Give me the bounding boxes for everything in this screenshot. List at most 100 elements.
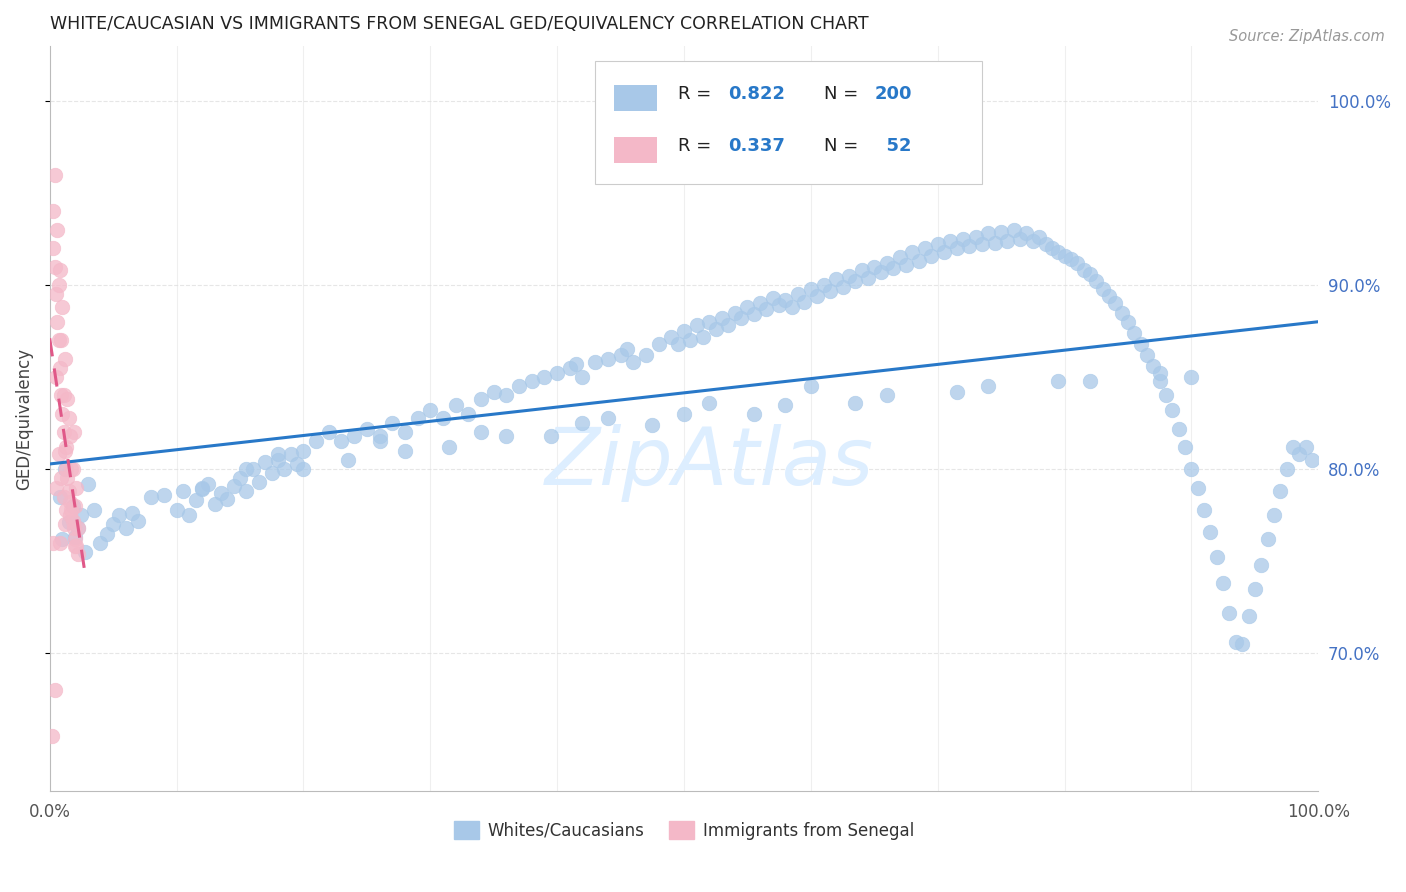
Point	[53, 517, 76, 532]
Point	[856, 270, 879, 285]
Point	[356, 421, 378, 435]
Point	[679, 333, 702, 347]
Point	[267, 453, 290, 467]
Text: N =: N =	[824, 85, 863, 103]
Point	[876, 256, 898, 270]
Point	[65, 540, 87, 554]
Point	[172, 484, 194, 499]
Point	[894, 258, 917, 272]
Point	[457, 407, 479, 421]
Point	[45, 287, 67, 301]
Point	[1282, 440, 1305, 454]
Point	[1161, 403, 1184, 417]
Point	[1288, 447, 1310, 461]
Point	[621, 355, 644, 369]
Point	[48, 278, 70, 293]
Point	[952, 232, 974, 246]
Point	[62, 499, 84, 513]
Point	[711, 311, 734, 326]
Point	[907, 254, 929, 268]
Point	[596, 410, 619, 425]
Point	[730, 311, 752, 326]
Point	[470, 392, 492, 406]
Point	[851, 263, 873, 277]
Point	[394, 425, 416, 440]
Point	[583, 355, 606, 369]
Point	[59, 429, 82, 443]
Point	[48, 447, 70, 461]
Point	[482, 384, 505, 399]
Point	[254, 455, 277, 469]
Point	[419, 403, 441, 417]
Point	[58, 516, 80, 530]
Point	[1104, 296, 1126, 310]
Point	[1078, 374, 1101, 388]
Point	[222, 478, 245, 492]
Point	[76, 476, 98, 491]
Point	[1295, 440, 1317, 454]
Point	[1040, 241, 1063, 255]
Point	[166, 502, 188, 516]
Point	[41, 729, 63, 743]
Point	[66, 521, 89, 535]
Point	[70, 508, 93, 522]
Point	[51, 407, 73, 421]
Point	[53, 462, 76, 476]
Point	[571, 370, 593, 384]
Point	[444, 398, 467, 412]
Point	[49, 360, 72, 375]
Point	[699, 315, 721, 329]
Point	[62, 462, 84, 476]
Point	[1237, 609, 1260, 624]
Point	[508, 379, 530, 393]
Point	[1225, 635, 1247, 649]
Point	[65, 481, 87, 495]
Text: Source: ZipAtlas.com: Source: ZipAtlas.com	[1229, 29, 1385, 44]
Point	[46, 223, 69, 237]
Point	[1263, 508, 1285, 522]
Point	[672, 324, 695, 338]
Point	[96, 526, 118, 541]
Point	[51, 300, 73, 314]
Legend: Whites/Caucasians, Immigrants from Senegal: Whites/Caucasians, Immigrants from Seneg…	[447, 814, 921, 847]
Point	[889, 251, 911, 265]
Point	[997, 234, 1019, 248]
Point	[882, 261, 904, 276]
FancyBboxPatch shape	[595, 61, 983, 184]
Point	[1301, 453, 1323, 467]
Point	[565, 357, 588, 371]
Point	[1257, 532, 1279, 546]
Point	[901, 244, 924, 259]
Point	[932, 244, 955, 259]
Point	[1149, 367, 1171, 381]
Point	[127, 514, 149, 528]
Point	[775, 293, 797, 307]
Point	[672, 407, 695, 421]
Point	[876, 388, 898, 402]
Point	[432, 410, 454, 425]
Y-axis label: GED/Equivalency: GED/Equivalency	[15, 347, 32, 490]
Point	[1047, 374, 1070, 388]
Point	[768, 298, 790, 312]
Point	[1028, 230, 1050, 244]
Point	[641, 417, 664, 432]
Point	[381, 416, 404, 430]
Point	[273, 462, 295, 476]
Point	[406, 410, 429, 425]
Point	[114, 521, 136, 535]
Point	[571, 416, 593, 430]
Point	[749, 296, 772, 310]
Point	[800, 379, 823, 393]
Point	[56, 392, 79, 406]
Point	[52, 425, 75, 440]
Point	[762, 291, 785, 305]
Point	[540, 429, 562, 443]
Point	[920, 248, 942, 262]
Point	[368, 429, 391, 443]
Point	[470, 425, 492, 440]
Point	[49, 333, 72, 347]
Point	[1002, 223, 1025, 237]
Point	[56, 471, 79, 485]
Point	[965, 230, 987, 244]
Point	[609, 348, 631, 362]
